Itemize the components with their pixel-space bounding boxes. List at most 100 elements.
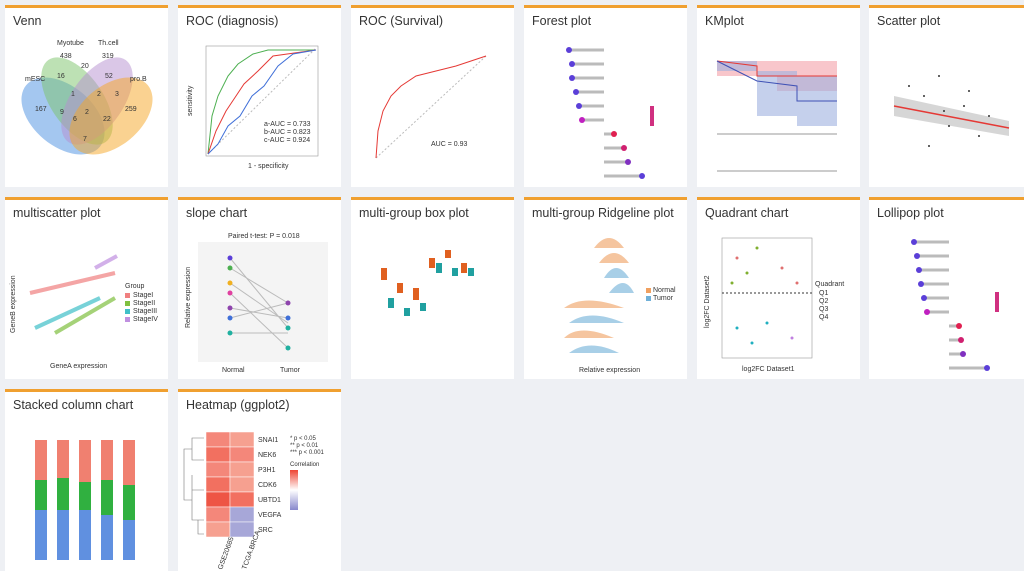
legend: ** p < 0.01 bbox=[290, 443, 319, 449]
row-label: NEK6 bbox=[258, 452, 276, 459]
thumbnail-shape bbox=[963, 105, 965, 107]
thumbnail-shape bbox=[375, 55, 487, 159]
thumbnail-shape bbox=[894, 96, 1009, 136]
set-label: Myotube bbox=[57, 40, 84, 47]
thumbnail-shape bbox=[916, 267, 922, 273]
thumbnail-shape bbox=[569, 61, 575, 67]
thumbnail-shape bbox=[599, 253, 629, 263]
thumbnail-shape bbox=[928, 145, 930, 147]
thumbnail-shape bbox=[205, 491, 231, 508]
thumbnail-shape bbox=[908, 75, 990, 147]
row-label: SNAI1 bbox=[258, 437, 278, 444]
thumbnail: Paired t-test: P = 0.018 Normal Tumor Re… bbox=[185, 233, 328, 374]
legend-title: Group bbox=[125, 283, 145, 290]
thumbnail-shape bbox=[569, 48, 642, 178]
thumbnail-shape bbox=[604, 268, 629, 278]
set-label: Th.cell bbox=[98, 40, 119, 47]
thumbnail-shape bbox=[381, 268, 387, 280]
thumbnail-shape bbox=[229, 307, 289, 319]
thumbnail-shape bbox=[229, 491, 255, 508]
card-title: multi-group Ridgeline plot bbox=[532, 206, 674, 220]
thumbnail-shape bbox=[35, 510, 47, 560]
thumbnail-shape bbox=[730, 246, 799, 345]
thumbnail-shape bbox=[716, 60, 837, 77]
thumbnail-shape bbox=[923, 95, 925, 97]
card[interactable]: Lollipop plot bbox=[869, 197, 1024, 379]
card[interactable]: slope chart Paired t-test: P = 0.018 Nor… bbox=[178, 197, 341, 379]
thumbnail-shape bbox=[285, 300, 291, 306]
card[interactable]: multiscatter plot Group StageI StageII S… bbox=[5, 197, 168, 379]
subtitle: Paired t-test: P = 0.018 bbox=[228, 233, 300, 240]
thumbnail-shape bbox=[123, 485, 135, 520]
thumbnail: Normal Tumor Relative expression bbox=[564, 238, 676, 374]
thumbnail-shape bbox=[978, 135, 980, 137]
card[interactable]: multi-group Ridgeline plot Normal Tumor … bbox=[524, 197, 687, 379]
thumbnail-shape bbox=[229, 521, 255, 538]
legend: b-AUC = 0.823 bbox=[264, 129, 311, 136]
thumbnail-shape bbox=[205, 431, 231, 448]
card[interactable]: Quadrant chart Quadrant Q1 Q2 Q3 Q4 log2… bbox=[697, 197, 860, 379]
thumbnail-shape bbox=[205, 431, 255, 538]
row-label: SRC bbox=[258, 527, 273, 534]
axis-label: GeneA expression bbox=[50, 363, 107, 370]
thumbnail-shape bbox=[57, 510, 69, 560]
card-title: KMplot bbox=[705, 14, 744, 28]
thumbnail-shape bbox=[229, 257, 289, 349]
legend: Q4 bbox=[819, 314, 828, 321]
thumbnail-shape bbox=[205, 506, 231, 523]
card-title: ROC (diagnosis) bbox=[186, 14, 279, 28]
count: 9 bbox=[60, 109, 64, 116]
axis-label: Relative expression bbox=[185, 267, 192, 328]
thumbnail-shape bbox=[650, 106, 654, 126]
thumbnail: Quadrant Q1 Q2 Q3 Q4 log2FC Dataset1 log… bbox=[704, 237, 844, 373]
thumbnail-shape bbox=[227, 290, 233, 296]
card-title: Stacked column chart bbox=[13, 398, 134, 412]
thumbnail-shape bbox=[183, 437, 204, 535]
card[interactable]: Heatmap (ggplot2) SNAI1 NEK6 P3H1 CDK6 U… bbox=[178, 389, 341, 571]
card-title: Scatter plot bbox=[877, 14, 941, 28]
thumbnail-shape bbox=[207, 47, 317, 155]
thumbnail-shape bbox=[795, 281, 799, 285]
card[interactable]: ROC (diagnosis) a-AUC = 0.733 b-AUC = 0.… bbox=[178, 5, 341, 187]
thumbnail: AUC = 0.93 bbox=[375, 55, 487, 159]
card[interactable]: ROC (Survival) AUC = 0.93 bbox=[351, 5, 514, 187]
thumbnail-shape bbox=[721, 237, 813, 359]
count: 6 bbox=[73, 116, 77, 123]
group-label: Normal bbox=[222, 367, 245, 374]
count: 22 bbox=[103, 116, 111, 123]
card-title: multi-group box plot bbox=[359, 206, 469, 220]
thumbnail-shape bbox=[125, 317, 130, 322]
thumbnail-shape bbox=[207, 49, 317, 155]
thumbnail-shape bbox=[285, 325, 291, 331]
card[interactable]: Forest plot bbox=[524, 5, 687, 187]
thumbnail-shape bbox=[960, 351, 966, 357]
thumbnail-shape bbox=[755, 246, 759, 250]
card[interactable]: KMplot bbox=[697, 5, 860, 187]
legend: Normal bbox=[653, 287, 676, 294]
thumbnail-shape bbox=[205, 461, 231, 478]
thumbnail-shape bbox=[611, 131, 617, 137]
card[interactable]: Stacked column chart bbox=[5, 389, 168, 571]
thumbnail bbox=[35, 440, 135, 560]
thumbnail-shape bbox=[921, 295, 927, 301]
thumbnail-shape bbox=[404, 308, 410, 316]
count: 259 bbox=[125, 106, 137, 113]
thumbnail-shape bbox=[938, 75, 940, 77]
legend-title: Correlation bbox=[290, 462, 319, 468]
thumbnail-shape bbox=[566, 47, 645, 179]
thumbnail-shape bbox=[914, 253, 920, 259]
thumbnail-shape bbox=[452, 268, 458, 276]
card[interactable]: Scatter plot bbox=[869, 5, 1024, 187]
row-label: P3H1 bbox=[258, 467, 276, 474]
thumbnail-shape bbox=[101, 515, 113, 560]
thumbnail-shape bbox=[468, 268, 474, 276]
card[interactable]: multi-group box plot bbox=[351, 197, 514, 379]
thumbnail-shape bbox=[290, 470, 298, 510]
thumbnail-shape bbox=[227, 255, 291, 351]
thumbnail-shape bbox=[984, 365, 990, 371]
thumbnail-shape bbox=[375, 55, 487, 159]
thumbnail-shape bbox=[745, 271, 749, 275]
thumbnail-shape bbox=[943, 110, 945, 112]
card[interactable]: Venn mESC Myotube Th.cell pro.B 438 319 … bbox=[5, 5, 168, 187]
thumbnail-shape bbox=[227, 330, 233, 336]
